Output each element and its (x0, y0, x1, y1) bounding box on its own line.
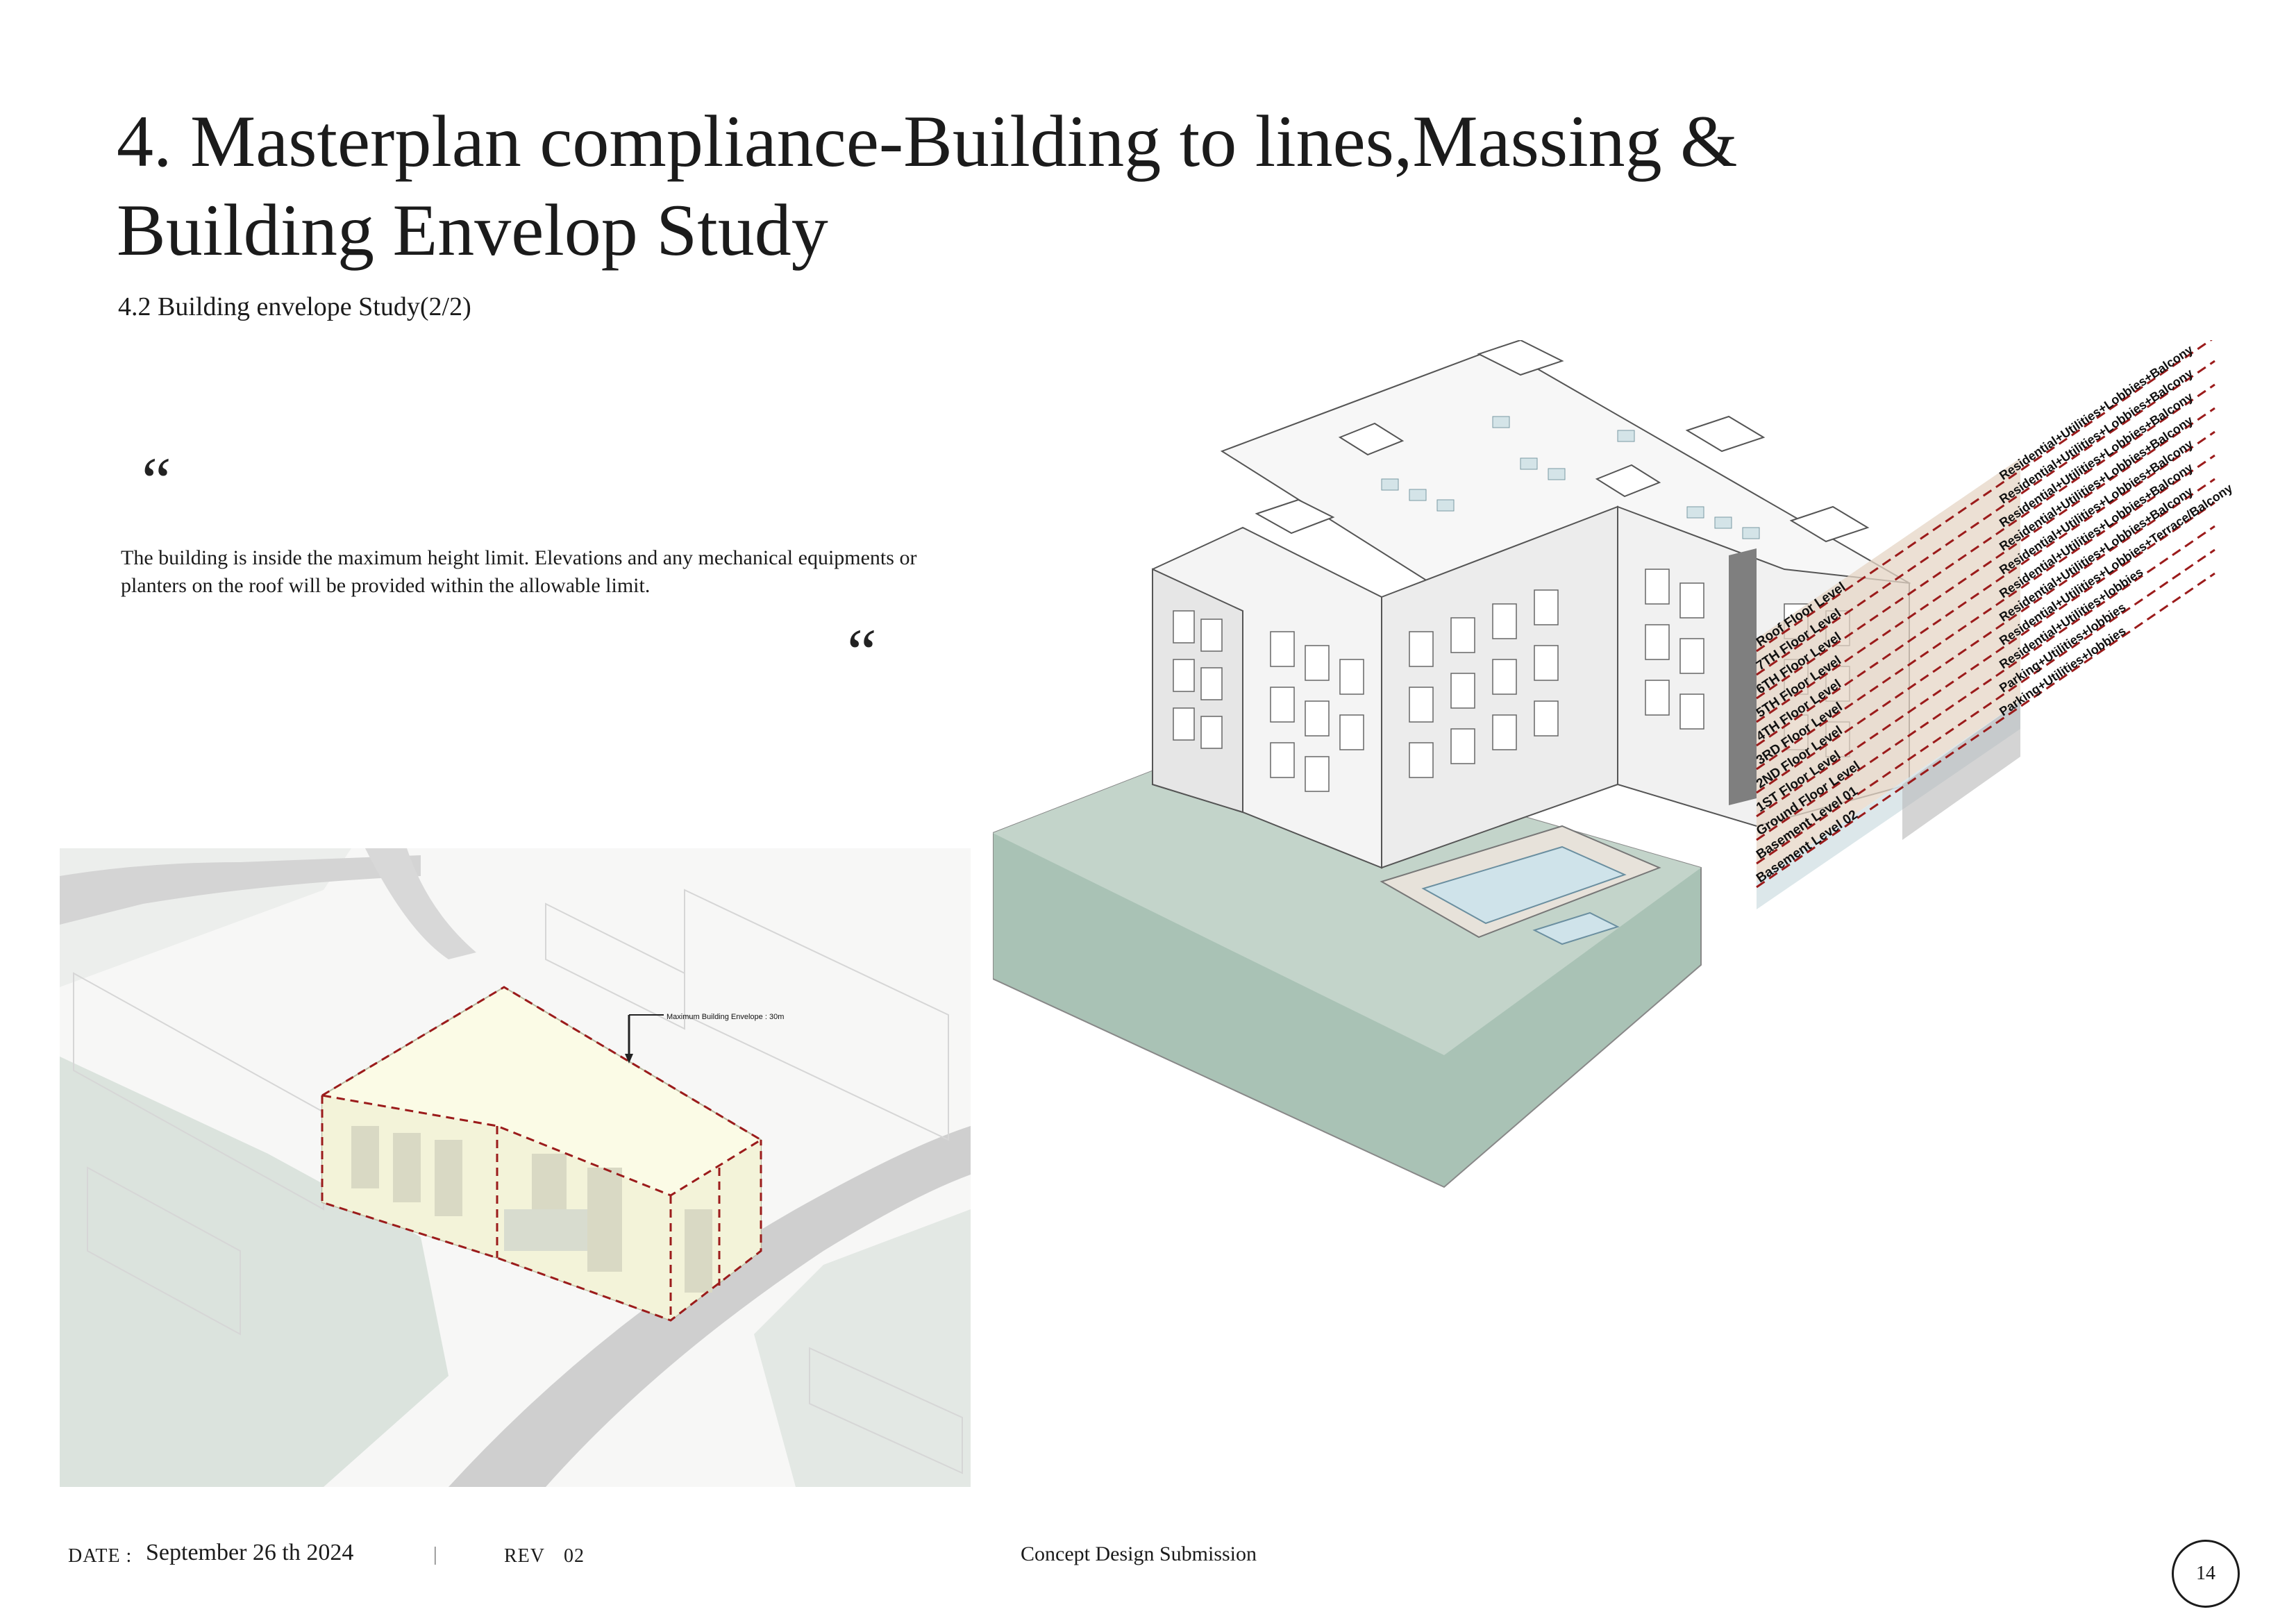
page-title-line-2: Building Envelop Study (117, 190, 828, 271)
floor-level-lines (1756, 340, 2215, 889)
floor-level-line (1756, 360, 2215, 676)
envelope-massing-drawing: Maximum Building Envelope : 30m (60, 848, 971, 1487)
footer-date-value: September 26 th 2024 (146, 1540, 354, 1565)
floor-level-line (1756, 430, 2215, 747)
floor-level-line (1756, 525, 2215, 841)
floor-level-line (1756, 383, 2215, 700)
description-text: The building is inside the maximum heigh… (121, 546, 917, 597)
section-subtitle: 4.2 Building envelope Study(2/2) (118, 292, 471, 321)
floor-level-line (1756, 454, 2215, 771)
page-title-line-1: 4. Masterplan compliance-Building to lin… (117, 101, 1738, 182)
quote-open-mark: “ (142, 444, 171, 518)
footer-rev-value: 02 (564, 1545, 585, 1567)
floor-level-line (1756, 407, 2215, 723)
floor-level-line (1756, 548, 2215, 865)
page-title: 4. Masterplan compliance-Building to lin… (117, 97, 2165, 275)
page-number: 14 (2172, 1540, 2240, 1608)
floor-level-line (1756, 572, 2215, 889)
floor-level-line (1756, 478, 2215, 794)
floor-level-line (1756, 501, 2215, 818)
footer-submission-title: Concept Design Submission (1021, 1542, 1257, 1565)
footer-rev-label: REV (504, 1545, 545, 1567)
quote-close-mark: “ (847, 615, 877, 689)
floor-use-labels: Residential+Utilities+Lobbies+BalconyRes… (1997, 342, 2235, 718)
footer-date-label: DATE : (68, 1545, 133, 1567)
floor-level-line (1756, 340, 2213, 653)
envelope-height-label: Maximum Building Envelope : 30m (667, 1013, 784, 1021)
footer-separator: | (433, 1544, 437, 1565)
